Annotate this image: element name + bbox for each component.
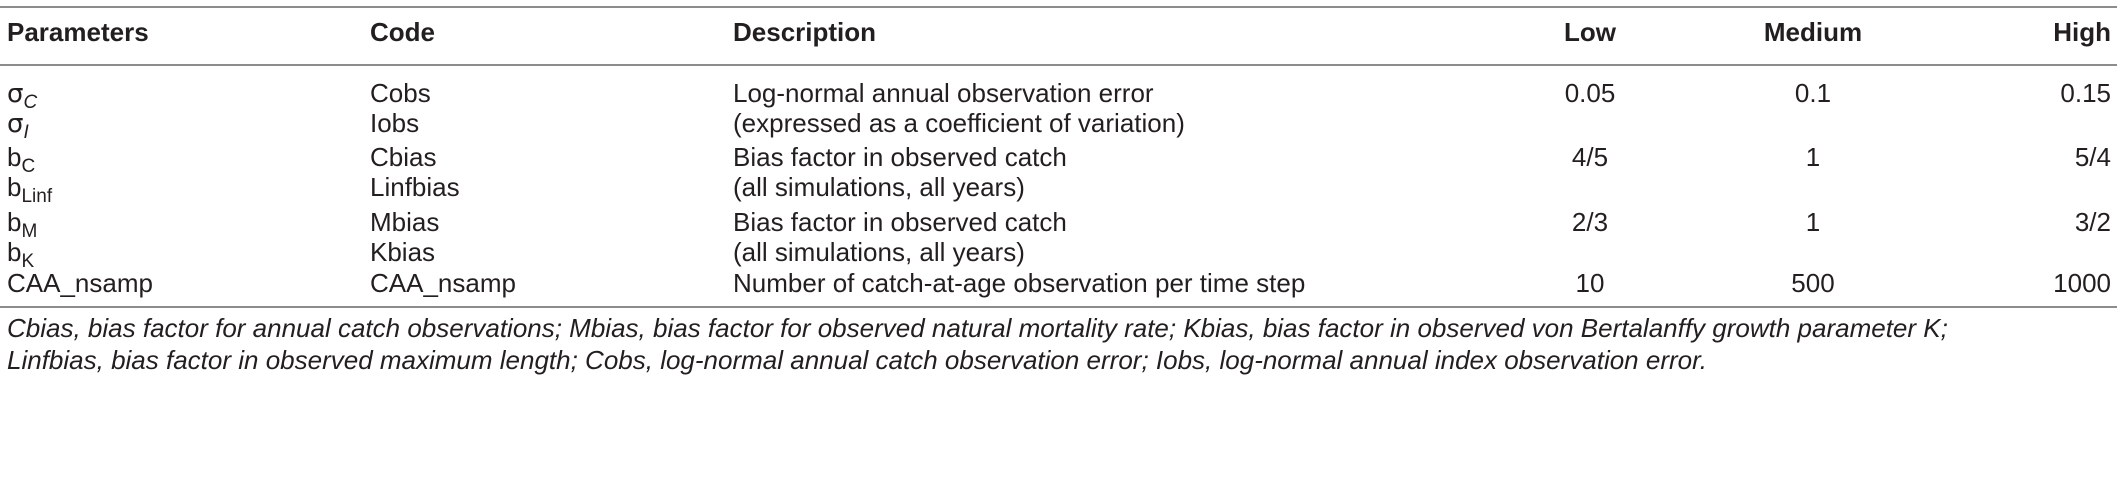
row-parameter: bC (7, 142, 35, 176)
table-bottom-rule (0, 306, 2117, 308)
param-subscript: C (21, 156, 36, 177)
row-parameter: bK (7, 237, 34, 271)
row-description: Log-normal annual observation error (733, 78, 1154, 108)
row-description: Bias factor in observed catch (733, 207, 1067, 237)
row-parameter: σI (7, 108, 29, 142)
row-parameter: bM (7, 207, 37, 241)
row-description: (all simulations, all years) (733, 237, 1025, 267)
row-high: 3/2 (2074, 207, 2111, 237)
header-parameters: Parameters (7, 17, 149, 47)
row-parameter: CAA_nsamp (7, 268, 153, 298)
row-medium: 500 (1791, 268, 1835, 298)
row-low: 0.05 (1564, 78, 1616, 108)
row-low: 2/3 (1571, 207, 1609, 237)
row-medium: 1 (1805, 142, 1821, 172)
row-high: 1000 (2053, 268, 2111, 298)
param-subscript: I (23, 122, 29, 143)
footnote-line-2: Linfbias, bias factor in observed maximu… (7, 345, 1708, 375)
param-subscript: K (21, 251, 35, 272)
footnote-line-1: Cbias, bias factor for annual catch obse… (7, 313, 1948, 343)
row-high: 5/4 (2074, 142, 2111, 172)
header-medium: Medium (1763, 17, 1863, 47)
row-description: Bias factor in observed catch (733, 142, 1067, 172)
header-code: Code (370, 17, 435, 47)
param-symbol: σ (7, 109, 24, 139)
header-low: Low (1564, 17, 1616, 47)
header-high: High (2053, 17, 2111, 47)
param-subscript: Linf (21, 186, 53, 207)
param-subscript: C (23, 92, 38, 113)
param-symbol: CAA_nsamp (7, 268, 153, 298)
row-low: 4/5 (1571, 142, 1609, 172)
row-code: Linfbias (370, 172, 460, 202)
row-description: (expressed as a coefficient of variation… (733, 108, 1185, 138)
row-medium: 0.1 (1794, 78, 1832, 108)
header-divider-rule (0, 64, 2117, 66)
row-code: Cobs (370, 78, 431, 108)
row-parameter: bLinf (7, 172, 52, 206)
row-high: 0.15 (2060, 78, 2111, 108)
row-code: Mbias (370, 207, 440, 237)
table-top-rule (0, 6, 2117, 8)
param-symbol: b (7, 172, 22, 202)
row-code: Iobs (370, 108, 420, 138)
row-code: CAA_nsamp (370, 268, 516, 298)
row-medium: 1 (1805, 207, 1821, 237)
param-symbol: σ (7, 79, 24, 109)
row-description: Number of catch-at-age observation per t… (733, 268, 1306, 298)
param-subscript: M (21, 221, 38, 242)
header-description: Description (733, 17, 877, 47)
param-symbol: b (7, 142, 22, 172)
row-description: (all simulations, all years) (733, 172, 1025, 202)
param-symbol: b (7, 237, 22, 267)
row-low: 10 (1575, 268, 1605, 298)
row-code: Kbias (370, 237, 436, 267)
row-parameter: σC (7, 78, 37, 112)
table-footnote: Cbias, bias factor for annual catch obse… (7, 312, 2107, 376)
row-code: Cbias (370, 142, 437, 172)
param-symbol: b (7, 207, 22, 237)
